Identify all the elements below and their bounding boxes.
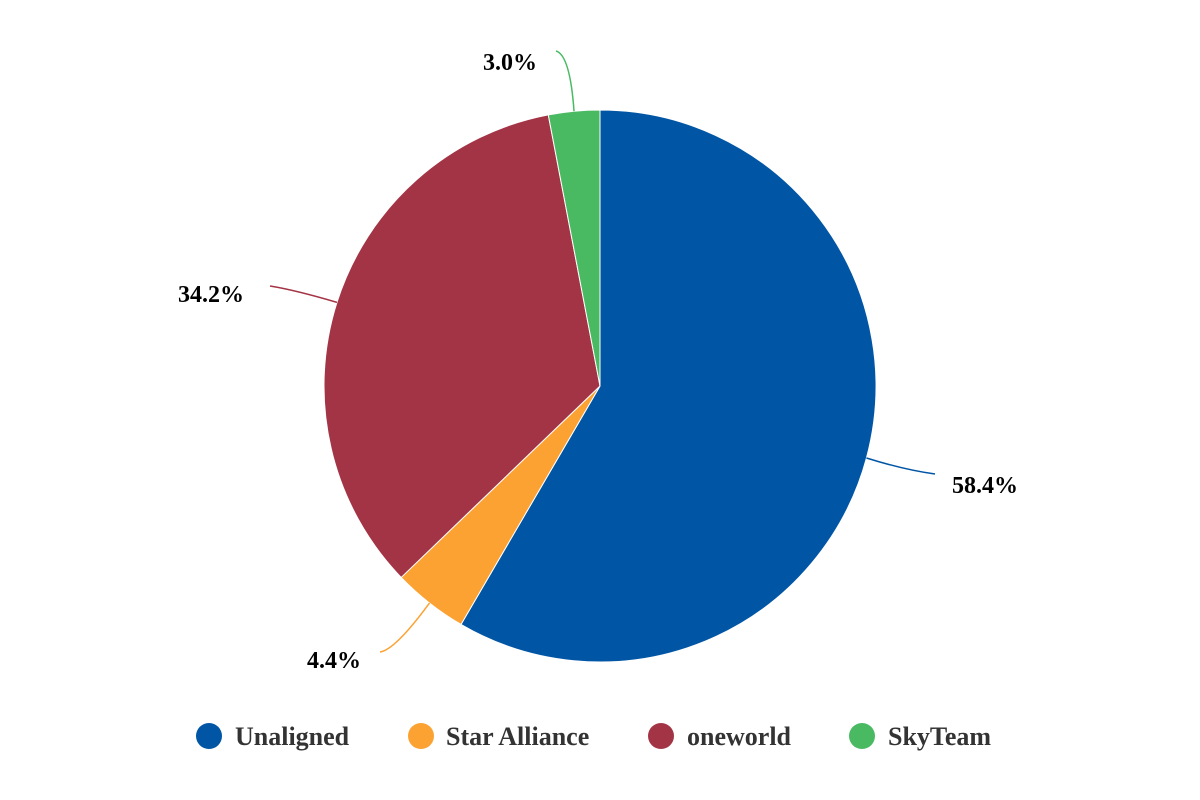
leader-line-oneworld <box>269 285 338 304</box>
leader-line-unaligned <box>866 457 936 475</box>
pie-slice-unaligned[interactable] <box>460 109 877 663</box>
slice-labels-layer: 58.4% 4.4% 34.2% 3.0% <box>178 50 1018 674</box>
legend-marker-skyteam <box>849 723 875 749</box>
data-label-oneworld: 34.2% <box>178 282 244 308</box>
pie-slice-oneworld[interactable] <box>323 114 601 579</box>
leader-line-skyteam <box>555 50 575 112</box>
slices-layer <box>323 109 877 663</box>
data-label-star-alliance: 4.4% <box>307 648 361 674</box>
legend-item-skyteam[interactable]: SkyTeam <box>849 722 991 751</box>
legend-marker-oneworld <box>648 723 674 749</box>
leader-lines-layer <box>269 50 936 653</box>
legend-label-oneworld: oneworld <box>687 722 792 751</box>
legend-marker-unaligned <box>196 723 222 749</box>
legend-item-oneworld[interactable]: oneworld <box>648 722 792 751</box>
legend-label-star-alliance: Star Alliance <box>446 722 589 751</box>
legend-label-unaligned: Unaligned <box>235 722 350 751</box>
legend: Unaligned Star Alliance oneworld SkyTeam <box>196 722 991 751</box>
legend-label-skyteam: SkyTeam <box>888 722 991 751</box>
data-label-skyteam: 3.0% <box>483 50 537 76</box>
legend-item-star-alliance[interactable]: Star Alliance <box>408 722 589 751</box>
legend-marker-star-alliance <box>408 723 434 749</box>
legend-item-unaligned[interactable]: Unaligned <box>196 722 350 751</box>
data-label-unaligned: 58.4% <box>952 473 1018 499</box>
leader-line-star-alliance <box>379 602 431 653</box>
pie-slice-skyteam[interactable] <box>547 109 601 387</box>
